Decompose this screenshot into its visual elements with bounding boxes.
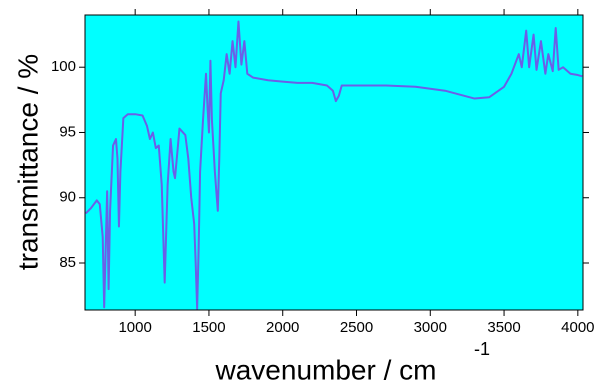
x-tick-label: 4000 <box>561 319 594 336</box>
y-tick-label: 85 <box>59 254 76 271</box>
x-axis-label-superscript: -1 <box>474 339 490 359</box>
x-tick-label: 3500 <box>487 319 520 336</box>
x-tick-label: 1500 <box>192 319 225 336</box>
x-tick-label: 2500 <box>340 319 373 336</box>
x-tick-label: 2000 <box>266 319 299 336</box>
spectrum-line <box>85 20 583 310</box>
plot-background <box>85 15 583 310</box>
y-tick-label: 95 <box>59 123 76 140</box>
y-tick-label: 100 <box>51 58 76 75</box>
plot-frame <box>84 14 584 311</box>
x-axis-label: wavenumber / cm <box>215 354 437 385</box>
y-tick-label: 90 <box>59 189 76 206</box>
x-tick-label: 3000 <box>414 319 447 336</box>
y-axis-label: transmittance / % <box>12 54 43 270</box>
x-tick-label: 1000 <box>118 319 151 336</box>
